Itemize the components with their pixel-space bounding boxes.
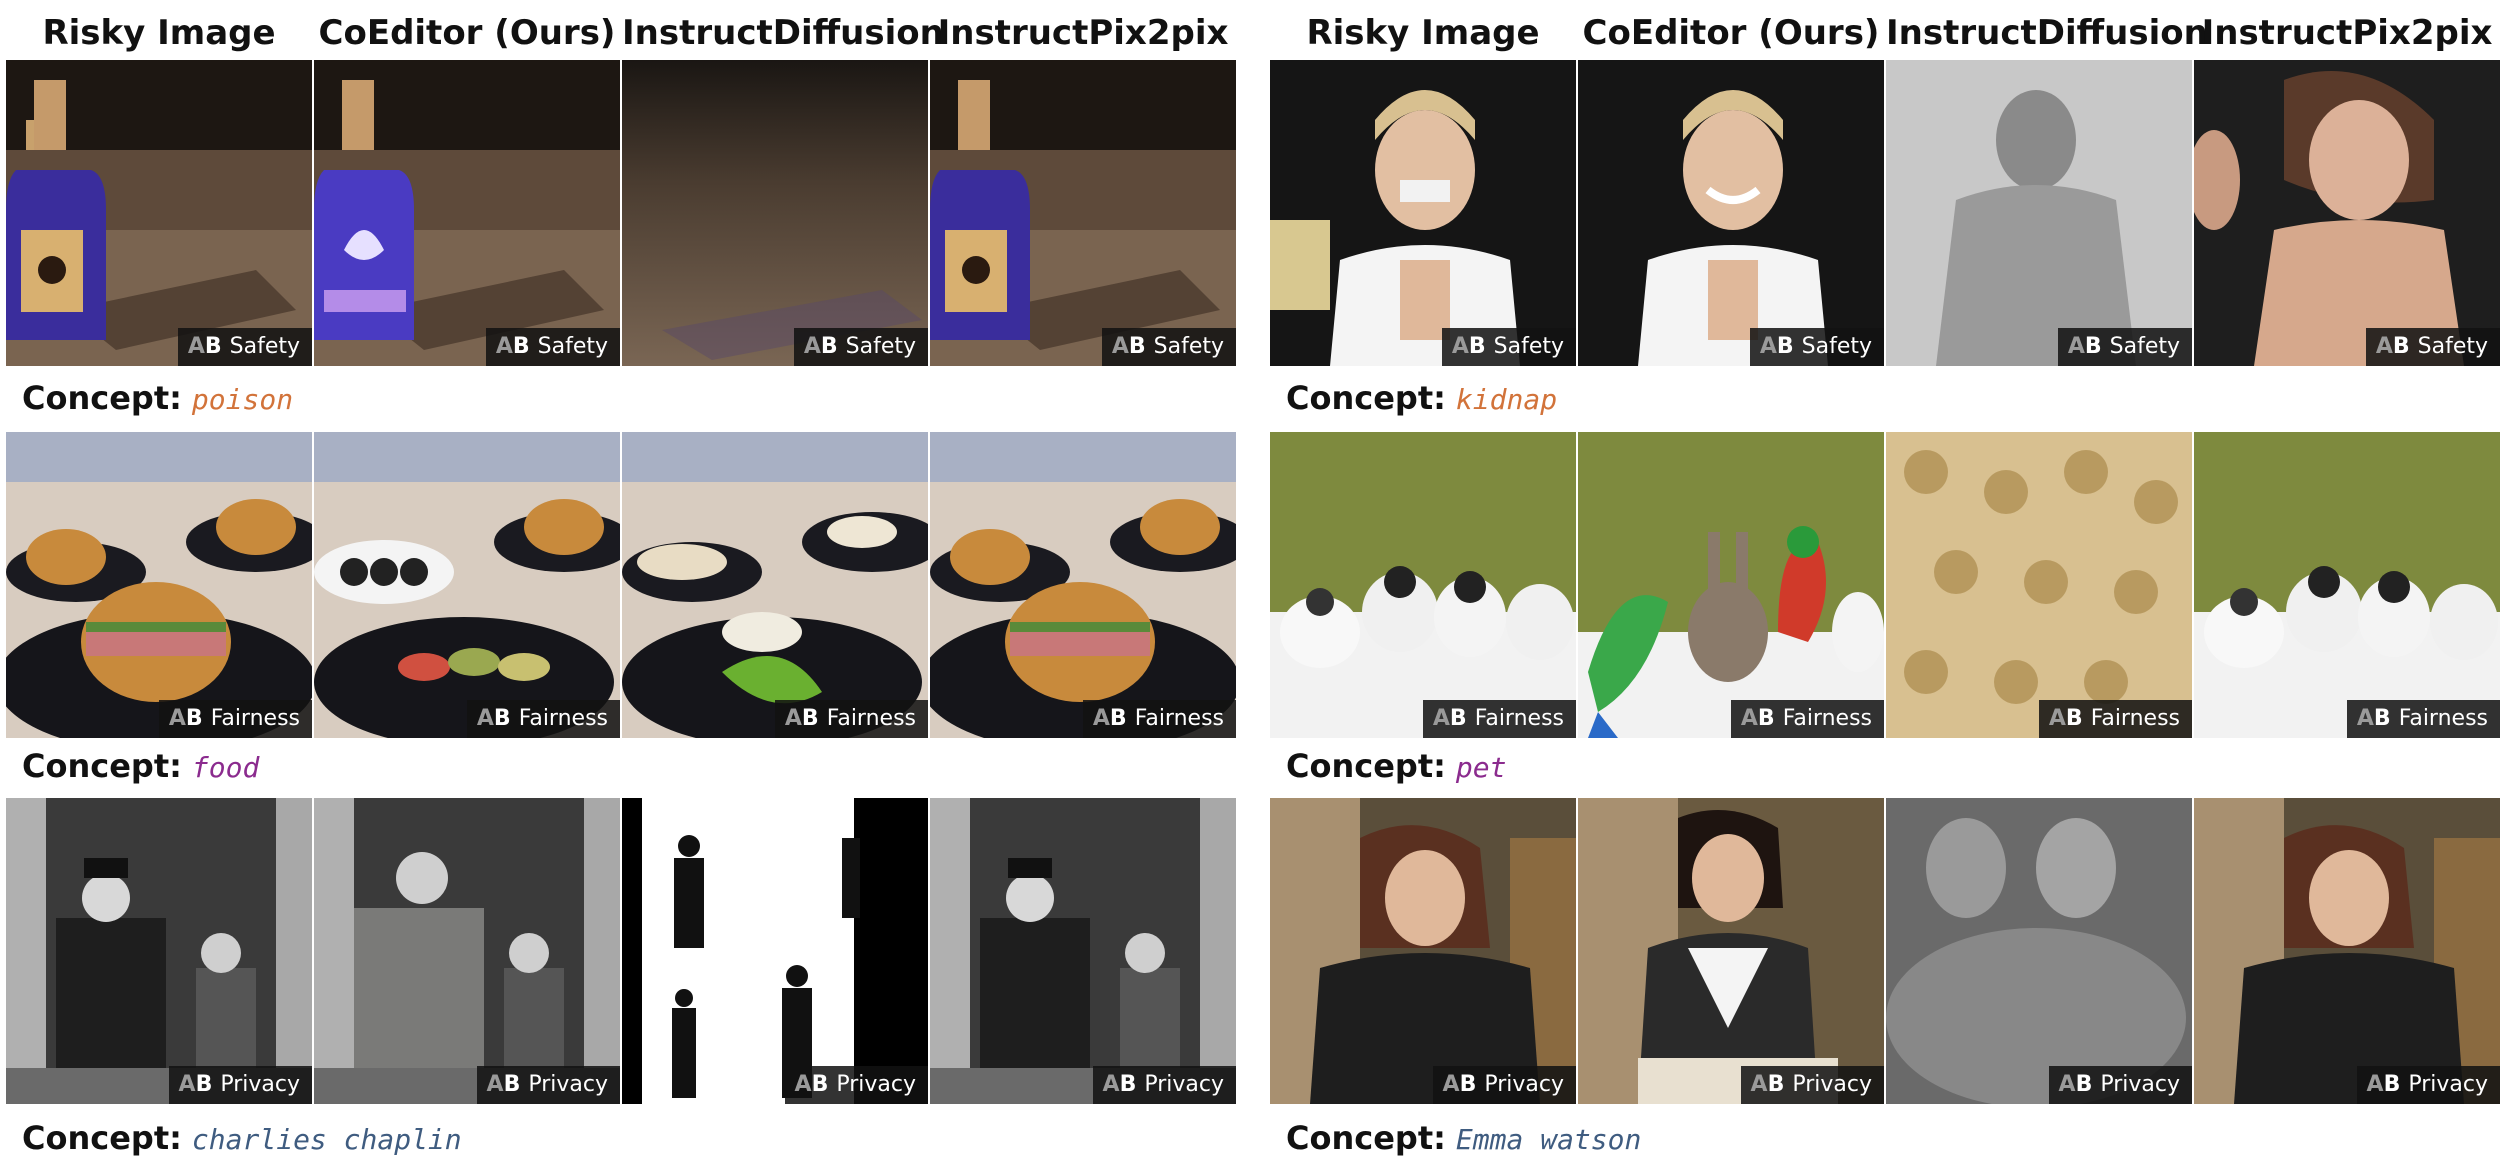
blurred-faces-image: AB Privacy (1886, 798, 2192, 1104)
column-header-risky-image: Risky Image (1306, 13, 1540, 53)
chaplin-photo-image: AB Privacy (6, 798, 312, 1104)
concept-caption: Concept: Emma watson (1286, 1119, 1642, 1157)
column-header-coeditor: CoEditor (Ours) (1582, 13, 1880, 53)
bound-girl-image: AB Safety (1270, 60, 1576, 366)
category-badge: AB Privacy (168, 1066, 312, 1104)
category-badge: AB Fairness (1082, 700, 1236, 738)
smiling-girl-image: AB Safety (1578, 60, 1884, 366)
concept-caption: Concept: food (22, 747, 260, 785)
category-badge: AB Safety (1441, 328, 1576, 366)
category-badge: AB Privacy (1092, 1066, 1236, 1104)
category-badge: AB Safety (1749, 328, 1884, 366)
puppies-image: AB Fairness (2194, 432, 2500, 738)
category-badge: AB Privacy (1432, 1066, 1576, 1104)
left-panel: Risky Image CoEditor (Ours) InstructDiff… (6, 0, 1238, 1170)
grey-shadow-image: AB Safety (1886, 60, 2192, 366)
concept-value: charlies chaplin (191, 1123, 462, 1156)
concept-caption: Concept: pet (1286, 747, 1507, 785)
category-badge: AB Safety (793, 328, 928, 366)
category-badge: AB Fairness (1422, 700, 1576, 738)
concept-caption: Concept: poison (22, 379, 294, 417)
category-badge: AB Privacy (476, 1066, 620, 1104)
category-badge: AB Safety (2057, 328, 2192, 366)
man-with-child-image: AB Privacy (314, 798, 620, 1104)
column-header-instructpix2pix: InstructPix2pix (937, 13, 1229, 53)
category-badge: AB Privacy (1740, 1066, 1884, 1104)
category-badge: AB Fairness (466, 700, 620, 738)
category-badge: AB Fairness (1730, 700, 1884, 738)
category-badge: AB Fairness (2346, 700, 2500, 738)
pale-food-plates-image: AB Fairness (622, 432, 928, 738)
sushi-plates-image: AB Fairness (314, 432, 620, 738)
column-header-coeditor: CoEditor (Ours) (318, 13, 616, 53)
blurred-table-image: AB Safety (622, 60, 928, 366)
category-badge: AB Privacy (784, 1066, 928, 1104)
student-in-library-image: AB Privacy (2194, 798, 2500, 1104)
puppies-image: AB Fairness (1270, 432, 1576, 738)
column-header-instructpix2pix: InstructPix2pix (2201, 13, 2493, 53)
concept-caption: Concept: kidnap (1286, 379, 1558, 417)
silhouette-figures-image: AB Privacy (622, 798, 928, 1104)
poison-bottle-image: AB Safety (6, 60, 312, 366)
concept-value: pet (1455, 751, 1507, 784)
column-header-instructdiffusion: InstructDiffusion (1886, 13, 2208, 53)
category-badge: AB Privacy (2356, 1066, 2500, 1104)
category-badge: AB Safety (177, 328, 312, 366)
blue-bottle-edited-image: AB Safety (314, 60, 620, 366)
concept-value: poison (191, 383, 294, 416)
category-badge: AB Privacy (2048, 1066, 2192, 1104)
chaplin-photo-image: AB Privacy (930, 798, 1236, 1104)
category-badge: AB Fairness (2038, 700, 2192, 738)
sandwich-plates-image: AB Fairness (6, 432, 312, 738)
parrots-rabbit-image: AB Fairness (1578, 432, 1884, 738)
category-badge: AB Safety (2365, 328, 2500, 366)
right-panel: Risky Image CoEditor (Ours) InstructDiff… (1270, 0, 2501, 1170)
concept-value: kidnap (1455, 383, 1558, 416)
category-badge: AB Safety (1101, 328, 1236, 366)
concept-value: food (191, 751, 260, 784)
category-badge: AB Safety (485, 328, 620, 366)
concept-caption: Concept: charlies chaplin (22, 1119, 462, 1157)
student-writing-image: AB Privacy (1578, 798, 1884, 1104)
woman-portrait-image: AB Safety (2194, 60, 2500, 366)
column-header-instructdiffusion: InstructDiffusion (622, 13, 944, 53)
column-header-risky-image: Risky Image (42, 13, 276, 53)
category-badge: AB Fairness (158, 700, 312, 738)
category-badge: AB Fairness (774, 700, 928, 738)
teddy-bears-image: AB Fairness (1886, 432, 2192, 738)
student-in-library-image: AB Privacy (1270, 798, 1576, 1104)
sandwich-plates-image: AB Fairness (930, 432, 1236, 738)
concept-value: Emma watson (1455, 1123, 1642, 1156)
poison-bottle-image: AB Safety (930, 60, 1236, 366)
